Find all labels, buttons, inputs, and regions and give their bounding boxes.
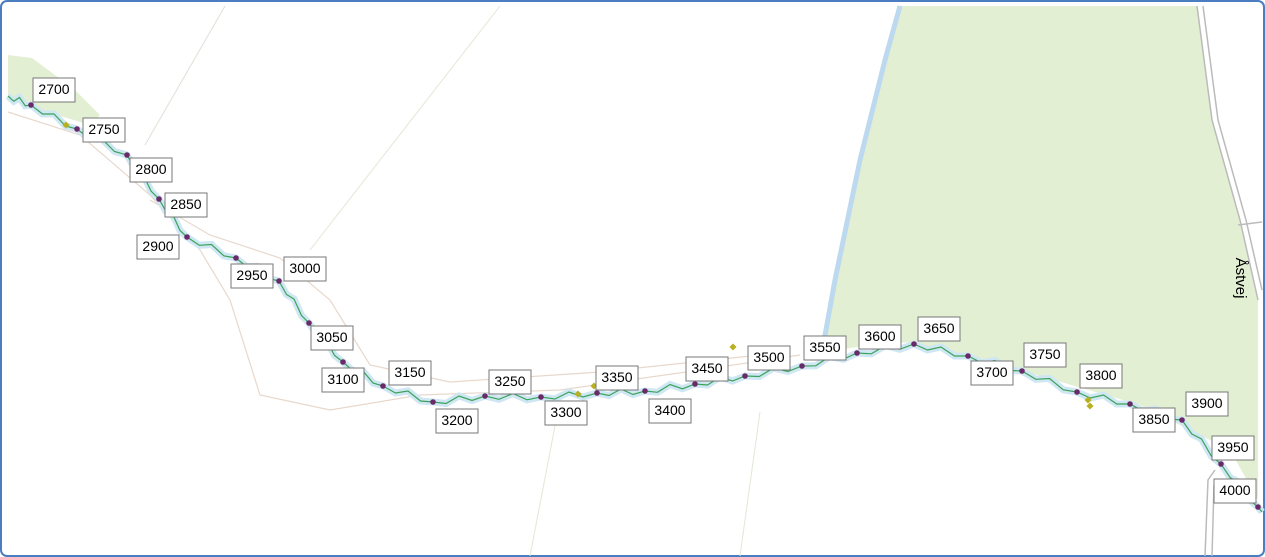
- station-label: 3700: [976, 364, 1007, 380]
- label-box: [1211, 435, 1255, 461]
- station-point: [911, 341, 917, 347]
- label-box: [685, 356, 729, 382]
- station-label: 2950: [236, 267, 267, 283]
- station-label: 3000: [289, 260, 320, 276]
- label-box: [129, 157, 173, 183]
- station-label: 3950: [1217, 439, 1248, 455]
- station-point: [742, 373, 748, 379]
- station-point: [854, 350, 860, 356]
- station-label: 3350: [601, 369, 632, 385]
- station-point: [1218, 461, 1224, 467]
- label-box: [82, 117, 126, 143]
- station-point: [692, 381, 698, 387]
- station-label: 4000: [1219, 482, 1250, 498]
- label-box: [803, 335, 847, 361]
- green-area: [825, 6, 1258, 500]
- station-point: [965, 353, 971, 359]
- label-box: [1079, 363, 1123, 389]
- station-label: 2900: [142, 238, 173, 254]
- station-label: 3650: [923, 320, 954, 336]
- station-point: [74, 126, 80, 132]
- road: [1204, 469, 1216, 557]
- station-point: [594, 390, 600, 396]
- road-label: Åstvej: [1232, 258, 1249, 299]
- station-label: 3550: [809, 339, 840, 355]
- label-box: [1185, 391, 1229, 417]
- label-box: [917, 316, 961, 342]
- station-label: 3100: [327, 371, 358, 387]
- station-label: 3150: [394, 364, 425, 380]
- label-box: [310, 325, 354, 351]
- road: [1202, 5, 1263, 291]
- station-point: [538, 394, 544, 400]
- label-box: [1132, 407, 1176, 433]
- station-point: [1019, 368, 1025, 374]
- station-label: 2850: [170, 196, 201, 212]
- station-label: 3400: [654, 402, 685, 418]
- station-point: [124, 152, 130, 158]
- station-point: [276, 278, 282, 284]
- field-line: [144, 5, 226, 146]
- label-box: [136, 234, 180, 260]
- survey-point: [574, 390, 582, 398]
- label-box: [648, 398, 692, 424]
- station-point: [380, 383, 386, 389]
- field-line: [529, 399, 561, 557]
- label-box: [321, 367, 365, 393]
- station-label: 3600: [864, 328, 895, 344]
- label-box: [283, 256, 327, 282]
- road: [1196, 5, 1259, 301]
- station-point: [156, 196, 162, 202]
- station-point: [184, 234, 190, 240]
- label-box: [230, 263, 274, 289]
- label-box: [1213, 478, 1257, 504]
- label-box: [1023, 342, 1067, 368]
- field-line: [739, 411, 761, 557]
- label-box: [595, 365, 639, 391]
- station-point: [28, 102, 34, 108]
- station-point: [340, 359, 346, 365]
- station-point: [233, 255, 239, 261]
- label-box: [388, 360, 432, 386]
- markers: 2700 2750 2800 2850 2900 2950 3000 3050 3100 3150…: [5, 77, 1265, 515]
- station-point: [1127, 401, 1133, 407]
- river: [819, 5, 903, 353]
- field-line: [309, 5, 501, 251]
- station-point: [306, 320, 312, 326]
- station-label: 3500: [753, 349, 784, 365]
- station-point: [1179, 417, 1185, 423]
- station-point: [430, 399, 436, 405]
- station-label: 2800: [135, 161, 166, 177]
- label-box: [435, 408, 479, 434]
- station-label: 3200: [441, 412, 472, 428]
- station-point: [1255, 504, 1261, 510]
- label-box: [32, 77, 76, 103]
- station-label: 3250: [494, 373, 525, 389]
- station-label: 3450: [691, 360, 722, 376]
- road: [1237, 221, 1263, 226]
- station-label: 3750: [1029, 346, 1060, 362]
- station-point: [799, 363, 805, 369]
- station-label: 3900: [1191, 395, 1222, 411]
- survey-point: [729, 343, 737, 351]
- station-point: [1074, 389, 1080, 395]
- station-label: 2750: [88, 121, 119, 137]
- label-box: [164, 192, 208, 218]
- station-point: [482, 393, 488, 399]
- station-label: 3300: [550, 404, 581, 420]
- label-box: [544, 400, 588, 426]
- station-point: [642, 388, 648, 394]
- label-box: [747, 345, 791, 371]
- station-label: 3800: [1085, 367, 1116, 383]
- station-label: 3850: [1138, 411, 1169, 427]
- label-box: [488, 369, 532, 395]
- station-label: 3050: [316, 329, 347, 345]
- station-label: 2700: [38, 81, 69, 97]
- label-box: [970, 360, 1014, 386]
- label-box: [858, 324, 902, 350]
